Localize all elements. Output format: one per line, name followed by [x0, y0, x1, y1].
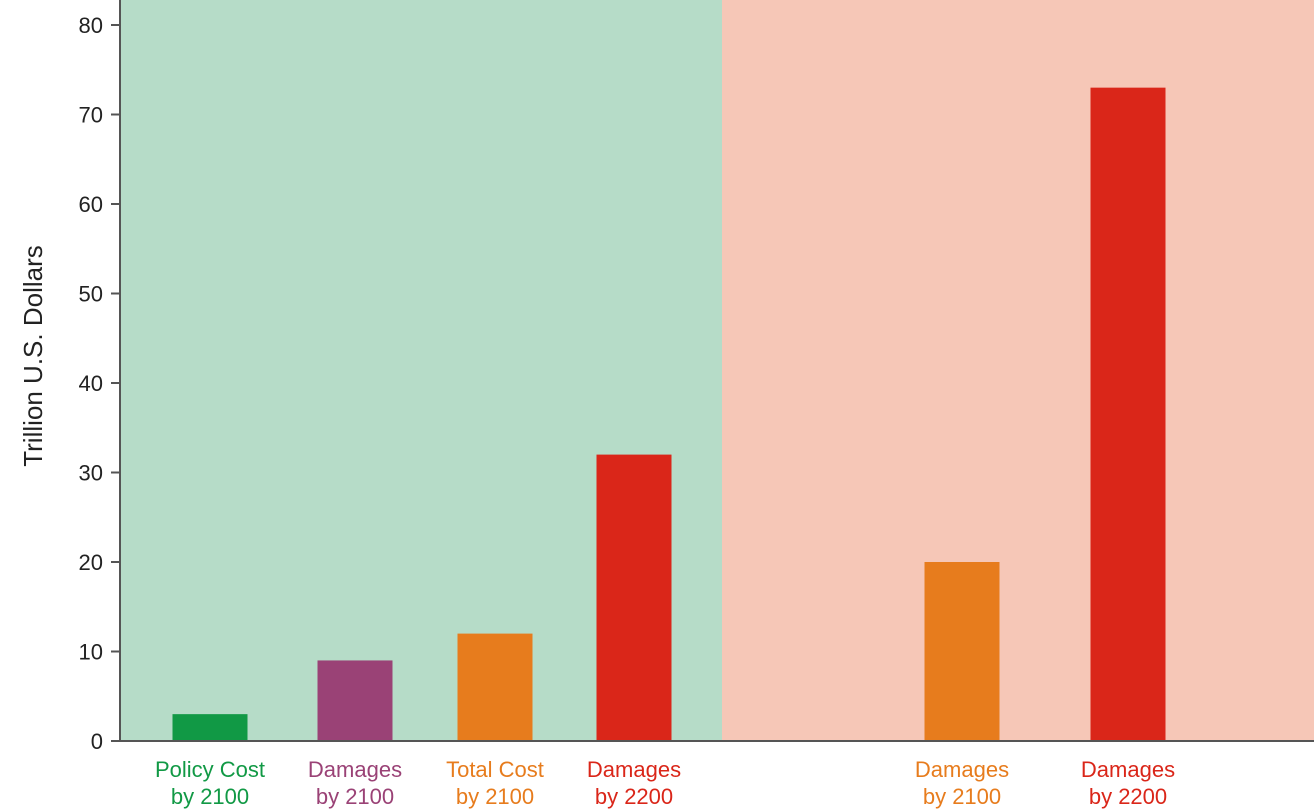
- y-tick-label: 50: [79, 282, 103, 307]
- panel-background-2: [722, 0, 1314, 741]
- category-label: Damages: [915, 757, 1009, 782]
- y-tick-label: 30: [79, 461, 103, 486]
- category-label: by 2100: [923, 784, 1001, 809]
- category-label: Damages: [1081, 757, 1175, 782]
- bar: [924, 562, 1000, 741]
- y-tick-label: 20: [79, 550, 103, 575]
- panel-backgrounds: [120, 0, 1314, 741]
- y-axis-label: Trillion U.S. Dollars: [18, 245, 48, 467]
- bars: [172, 87, 1166, 741]
- axes: [119, 0, 1314, 742]
- category-label: Damages: [308, 757, 402, 782]
- y-tick-label: 80: [79, 13, 103, 38]
- bar: [457, 633, 533, 741]
- bar: [317, 660, 393, 741]
- y-ticks: 0 10 20 30 40 50 60 70 80: [79, 13, 120, 754]
- bar: [596, 454, 672, 741]
- category-label: by 2200: [595, 784, 673, 809]
- category-label: by 2200: [1089, 784, 1167, 809]
- y-tick-label: 0: [91, 729, 103, 754]
- category-label: Policy Cost: [155, 757, 265, 782]
- category-label: Damages: [587, 757, 681, 782]
- bar: [1090, 87, 1166, 741]
- category-label: by 2100: [456, 784, 534, 809]
- y-tick-label: 60: [79, 192, 103, 217]
- y-tick-label: 70: [79, 103, 103, 128]
- y-tick-label: 10: [79, 640, 103, 665]
- category-label: by 2100: [171, 784, 249, 809]
- category-label: Total Cost: [446, 757, 544, 782]
- category-label: by 2100: [316, 784, 394, 809]
- y-tick-label: 40: [79, 371, 103, 396]
- bar: [172, 714, 248, 741]
